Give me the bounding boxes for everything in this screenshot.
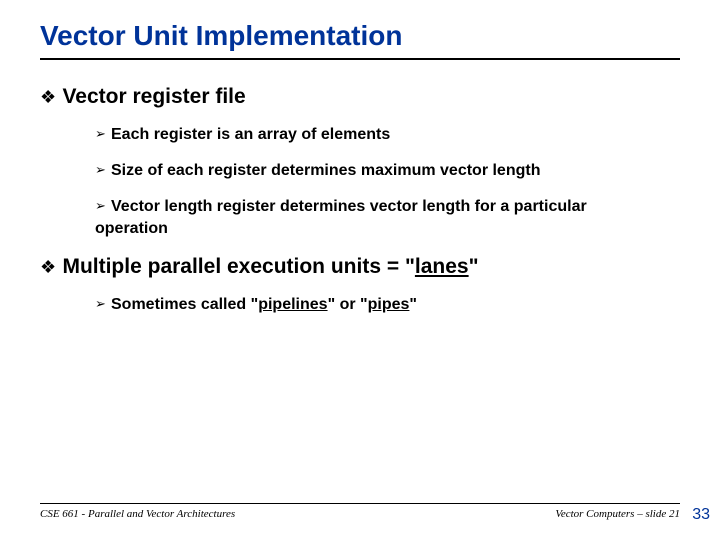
bullet-text: Multiple parallel execution units = "lan… <box>62 254 478 280</box>
arrow-bullet-icon: ➢ <box>95 196 111 216</box>
footer-left-text: CSE 661 - Parallel and Vector Architectu… <box>40 508 235 520</box>
footer-rule <box>40 503 680 504</box>
underlined-term: lanes <box>415 255 469 278</box>
bullet-level2: ➢Vector length register determines vecto… <box>95 196 655 240</box>
footer-right-text: Vector Computers – slide 21 <box>555 508 680 520</box>
page-number: 33 <box>692 506 710 524</box>
bullet-level2: ➢Size of each register determines maximu… <box>95 160 655 182</box>
bullet-level1: ❖ Vector register file <box>40 84 680 110</box>
arrow-bullet-icon: ➢ <box>95 124 111 144</box>
bullet-text: Vector register file <box>62 84 245 110</box>
slide-title: Vector Unit Implementation <box>40 20 680 60</box>
bullet-text: Size of each register determines maximum… <box>111 162 540 179</box>
diamond-bullet-icon: ❖ <box>40 84 58 110</box>
underlined-term: pipes <box>368 296 410 313</box>
bullet-level2: ➢Each register is an array of elements <box>95 124 655 146</box>
arrow-bullet-icon: ➢ <box>95 160 111 180</box>
slide: Vector Unit Implementation ❖ Vector regi… <box>0 0 720 540</box>
bullet-level1: ❖ Multiple parallel execution units = "l… <box>40 254 680 280</box>
arrow-bullet-icon: ➢ <box>95 294 111 314</box>
slide-footer: CSE 661 - Parallel and Vector Architectu… <box>40 503 680 520</box>
bullet-level2: ➢Sometimes called "pipelines" or "pipes" <box>95 294 655 316</box>
text-mid: " or " <box>328 296 368 313</box>
text-pre: Sometimes called " <box>111 296 258 313</box>
bullet-text: Vector length register determines vector… <box>95 198 587 237</box>
text-pre: Multiple parallel execution units = " <box>62 255 414 278</box>
bullet-text: Each register is an array of elements <box>111 126 390 143</box>
text-post: " <box>469 255 479 278</box>
bullet-text: Sometimes called "pipelines" or "pipes" <box>111 296 417 313</box>
diamond-bullet-icon: ❖ <box>40 254 58 280</box>
text-post: " <box>409 296 417 313</box>
underlined-term: pipelines <box>258 296 327 313</box>
